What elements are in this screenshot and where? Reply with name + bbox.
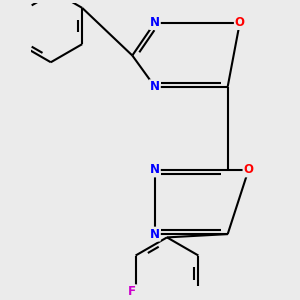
Text: N: N xyxy=(150,80,160,93)
Text: F: F xyxy=(128,285,136,298)
Text: N: N xyxy=(150,16,160,29)
Text: O: O xyxy=(244,164,254,176)
Text: O: O xyxy=(235,16,245,29)
Text: N: N xyxy=(150,164,160,176)
Text: N: N xyxy=(150,228,160,241)
